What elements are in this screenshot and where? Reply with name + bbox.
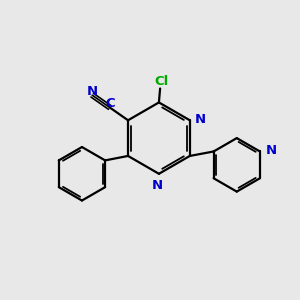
Text: N: N	[195, 113, 206, 126]
Text: Cl: Cl	[154, 74, 168, 88]
Text: N: N	[152, 179, 163, 192]
Text: C: C	[105, 97, 115, 110]
Text: N: N	[265, 144, 276, 158]
Text: N: N	[87, 85, 98, 98]
